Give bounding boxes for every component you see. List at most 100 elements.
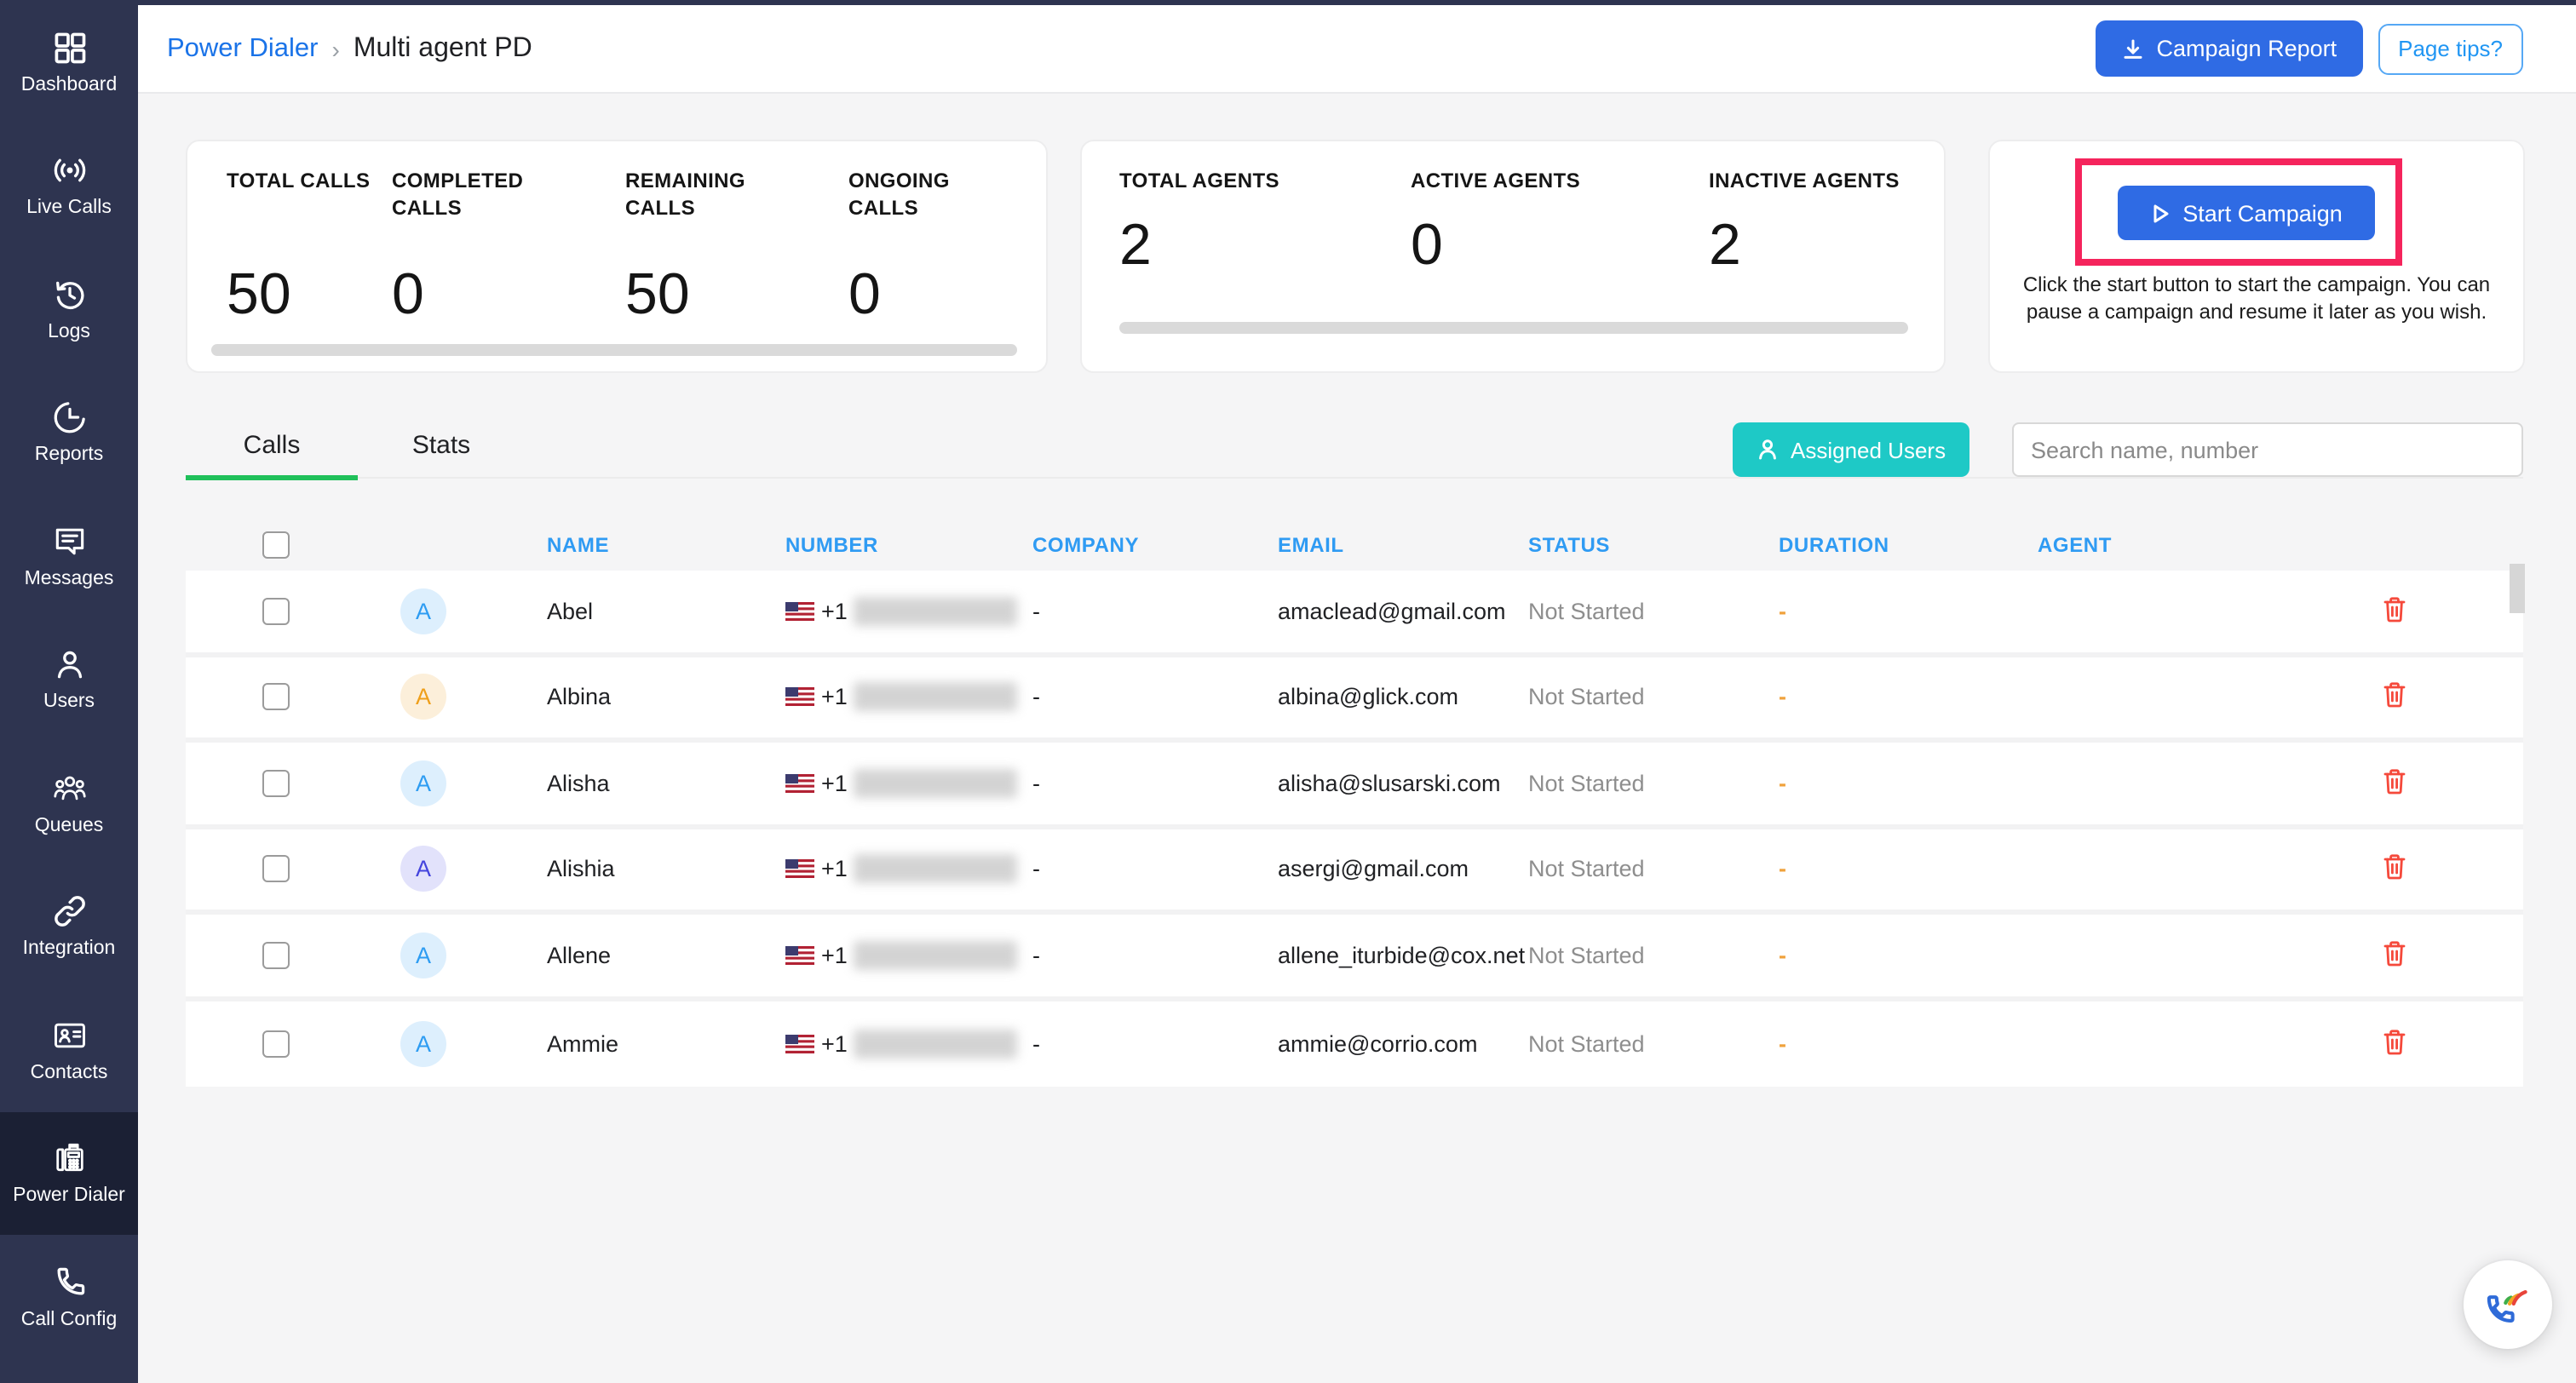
sidebar-item-label: Power Dialer — [13, 1185, 125, 1207]
sidebar-item-users[interactable]: Users — [0, 617, 138, 741]
page-tips-button[interactable]: Page tips? — [2378, 23, 2523, 74]
row-checkbox[interactable] — [262, 683, 290, 711]
row-checkbox[interactable] — [262, 769, 290, 797]
phone-number: +1 — [785, 682, 1018, 712]
sidebar-item-live-calls[interactable]: Live Calls — [0, 123, 138, 247]
row-checkbox[interactable] — [262, 1030, 290, 1058]
duration: - — [1779, 770, 1786, 796]
red-highlight-annotation — [2075, 158, 2402, 266]
select-all-checkbox[interactable] — [262, 531, 290, 558]
contact-name: Alishia — [547, 856, 615, 882]
company: - — [1032, 1030, 1040, 1057]
assigned-users-button[interactable]: Assigned Users — [1733, 422, 1970, 477]
start-campaign-caption: Click the start button to start the camp… — [2022, 273, 2491, 324]
stat-label-ongoing-calls: ONGOING CALLS — [848, 169, 950, 220]
active-tab-indicator — [186, 474, 358, 480]
trash-icon — [2383, 596, 2406, 622]
contact-name: Allene — [547, 942, 612, 968]
tab-calls[interactable]: Calls — [243, 430, 301, 459]
sidebar-item-queues[interactable]: Queues — [0, 741, 138, 864]
status: Not Started — [1528, 1030, 1645, 1057]
sidebar-item-messages[interactable]: Messages — [0, 494, 138, 617]
status: Not Started — [1528, 856, 1645, 882]
row-checkbox[interactable] — [262, 597, 290, 625]
sidebar-item-contacts[interactable]: Contacts — [0, 988, 138, 1111]
trash-icon — [2383, 940, 2406, 966]
dial-prefix: +1 — [821, 598, 848, 624]
start-campaign-card: Start Campaign Click the start button to… — [1988, 140, 2525, 373]
sidebar-item-call-config[interactable]: Call Config — [0, 1235, 138, 1358]
email: asergi@gmail.com — [1278, 856, 1469, 882]
email: allene_iturbide@cox.net — [1278, 942, 1526, 968]
trash-icon — [2383, 1029, 2406, 1054]
column-header-duration[interactable]: DURATION — [1779, 532, 1889, 556]
delete-row-button[interactable] — [2382, 853, 2407, 886]
company: - — [1032, 856, 1040, 882]
sidebar-item-reports[interactable]: Reports — [0, 370, 138, 494]
delete-row-button[interactable] — [2382, 595, 2407, 628]
people-group-icon — [53, 776, 85, 800]
tab-stats[interactable]: Stats — [411, 430, 471, 459]
table-row: A Alisha +1 - alisha@slusarski.com Not S… — [186, 743, 2523, 829]
stat-value-total-calls: 50 — [227, 262, 291, 328]
dial-prefix: +1 — [821, 770, 848, 796]
company: - — [1032, 942, 1040, 968]
company: - — [1032, 598, 1040, 624]
duration: - — [1779, 684, 1786, 710]
avatar: A — [400, 588, 446, 634]
column-header-number[interactable]: NUMBER — [785, 532, 878, 556]
us-flag-icon — [785, 601, 814, 621]
sidebar-item-dashboard[interactable]: Dashboard — [0, 0, 138, 123]
table-body: A Abel +1 - amaclead@gmail.com Not Start… — [186, 564, 2525, 1087]
column-header-email[interactable]: EMAIL — [1278, 532, 1344, 556]
delete-row-button[interactable] — [2382, 767, 2407, 800]
stat-label-total-calls: TOTAL CALLS — [227, 169, 371, 192]
sidebar-item-integration[interactable]: Integration — [0, 864, 138, 988]
chat-icon — [55, 528, 83, 554]
trash-icon — [2383, 682, 2406, 708]
delete-row-button[interactable] — [2382, 939, 2407, 972]
stat-value-active-agents: 0 — [1411, 212, 1443, 278]
broadcast-icon — [53, 159, 85, 182]
us-flag-icon — [785, 687, 814, 707]
sidebar-item-power-dialer[interactable]: Power Dialer — [0, 1111, 138, 1235]
calls-stats-grid: TOTAL CALLS COMPLETED CALLS REMAINING CA… — [187, 141, 1046, 329]
duration: - — [1779, 942, 1786, 968]
dialer-fab-button[interactable] — [2464, 1260, 2552, 1349]
sidebar-item-label: Live Calls — [26, 198, 112, 219]
phone-number: +1 — [785, 940, 1018, 970]
pie-chart-icon — [53, 402, 84, 433]
column-header-company[interactable]: COMPANY — [1032, 532, 1140, 556]
delete-row-button[interactable] — [2382, 681, 2407, 714]
breadcrumb-parent-link[interactable]: Power Dialer — [167, 33, 319, 62]
column-header-name[interactable]: NAME — [547, 532, 610, 556]
row-checkbox[interactable] — [262, 855, 290, 883]
sidebar-item-label: Reports — [34, 445, 104, 466]
top-window-strip — [0, 0, 2576, 5]
contact-name: Ammie — [547, 1030, 619, 1057]
calls-stats-card: TOTAL CALLS COMPLETED CALLS REMAINING CA… — [186, 140, 1048, 373]
table-scrollbar[interactable] — [2510, 564, 2525, 613]
sidebar-item-numbers[interactable]: # — [0, 1358, 138, 1383]
stat-label-remaining-calls: REMAINING CALLS — [625, 169, 745, 220]
search-input[interactable] — [2012, 422, 2523, 477]
stat-value-ongoing-calls: 0 — [848, 262, 881, 328]
start-campaign-button[interactable]: Start Campaign — [2118, 186, 2375, 240]
duration: - — [1779, 598, 1786, 624]
table-row: A Alishia +1 - asergi@gmail.com Not Star… — [186, 829, 2523, 915]
avatar: A — [400, 1020, 446, 1067]
delete-row-button[interactable] — [2382, 1028, 2407, 1060]
email: amaclead@gmail.com — [1278, 598, 1506, 624]
duration: - — [1779, 856, 1786, 882]
column-header-status[interactable]: STATUS — [1528, 532, 1611, 556]
campaign-report-button[interactable]: Campaign Report — [2095, 20, 2363, 77]
dialer-phone-icon — [2487, 1289, 2527, 1323]
row-checkbox[interactable] — [262, 941, 290, 969]
column-header-agent[interactable]: AGENT — [2038, 532, 2112, 556]
status: Not Started — [1528, 598, 1645, 624]
sidebar-item-logs[interactable]: Logs — [0, 247, 138, 370]
redacted-number — [854, 682, 1018, 712]
email: alisha@slusarski.com — [1278, 770, 1501, 796]
fax-phone-icon — [55, 1144, 83, 1172]
